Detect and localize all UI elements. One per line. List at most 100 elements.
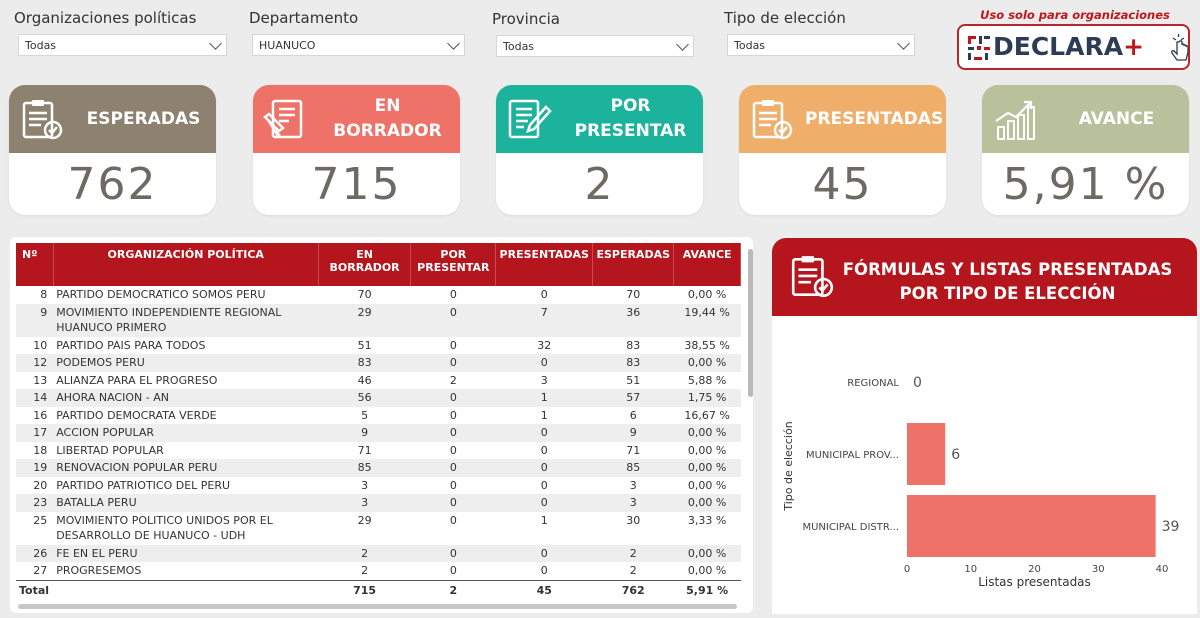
table-row[interactable]: 9 MOVIMIENTO INDEPENDIENTE REGIONAL HUANU… bbox=[16, 303, 741, 337]
row-presentadas: 0 bbox=[540, 478, 548, 492]
row-number: 14 bbox=[16, 389, 54, 407]
provincia-dropdown[interactable]: Todas bbox=[496, 35, 694, 57]
col-header-presentadas[interactable]: PRESENTADAS bbox=[495, 243, 594, 286]
row-presentadas: 0 bbox=[540, 564, 548, 577]
row-en-borrador: 83 bbox=[318, 354, 411, 372]
total-borrador: 715 bbox=[318, 579, 411, 601]
chart-header: FÓRMULAS Y LISTAS PRESENTADAS POR TIPO D… bbox=[772, 238, 1197, 316]
row-por-presentar: 0 bbox=[449, 513, 457, 527]
kpi-card-avance: AVANCE 5,91 % bbox=[982, 85, 1189, 215]
table-row[interactable]: 8 PARTIDO DEMOCRATICO SOMOS PERU 70 0 0 70 0,0… bbox=[16, 286, 741, 304]
row-por-presentar: 0 bbox=[410, 354, 496, 372]
y-tick-label: MUNICIPAL DISTR... bbox=[802, 522, 899, 533]
declara-button[interactable]: DECLARA+ bbox=[957, 24, 1190, 70]
row-organization: AHORA NACION - AN bbox=[53, 389, 319, 407]
kpi-header: POR PRESENTAR bbox=[496, 85, 703, 153]
row-presentadas: 0 bbox=[540, 288, 548, 301]
row-number: 19 bbox=[16, 459, 54, 477]
row-avance: 0,00 % bbox=[673, 459, 741, 477]
row-en-borrador: 2 bbox=[318, 544, 411, 562]
total-por-presentar: 2 bbox=[410, 579, 496, 601]
row-presentadas: 0 bbox=[495, 354, 593, 372]
kpi-value: 715 bbox=[311, 158, 402, 210]
tipo-eleccion-dropdown[interactable]: Todas bbox=[727, 34, 915, 56]
row-avance: 38,55 % bbox=[684, 338, 730, 352]
row-presentadas: 1 bbox=[540, 408, 548, 422]
row-avance: 0,00 % bbox=[673, 544, 741, 562]
row-number: 25 bbox=[33, 513, 48, 527]
row-organization: PODEMOS PERU bbox=[53, 354, 319, 372]
x-tick-label: 20 bbox=[1028, 564, 1041, 575]
kpi-card-esperadas: ESPERADAS 762 bbox=[9, 85, 216, 215]
row-esperadas: 9 bbox=[592, 424, 674, 442]
col-header-por-presentar[interactable]: POR PRESENTAR bbox=[410, 243, 497, 286]
row-esperadas: 3 bbox=[592, 494, 674, 512]
row-esperadas: 83 bbox=[592, 354, 674, 372]
col-header-avance[interactable]: AVANCE bbox=[673, 243, 741, 286]
row-avance: 0,00 % bbox=[673, 424, 741, 442]
row-avance: 19,44 % bbox=[673, 303, 741, 337]
data-label: 39 bbox=[1162, 519, 1180, 535]
row-por-presentar: 0 bbox=[449, 338, 457, 352]
row-organization: PARTIDO DEMOCRATICO SOMOS PERU bbox=[56, 288, 266, 301]
table-row[interactable]: 17 ACCION POPULAR 9 0 0 9 0,00 % bbox=[16, 424, 741, 442]
table-row[interactable]: 13 ALIANZA PARA EL PROGRESO 46 2 3 51 5,88 % bbox=[16, 372, 741, 390]
table-row[interactable]: 20 PARTIDO PATRIOTICO DEL PERU 3 0 0 3 0,00 % bbox=[16, 477, 741, 495]
table-row[interactable]: 27 PROGRESEMOS 2 0 0 2 0,00 % bbox=[16, 562, 741, 580]
brand-plus: + bbox=[1123, 32, 1145, 61]
total-avance: 5,91 % bbox=[673, 579, 741, 601]
row-avance: 0,00 % bbox=[687, 443, 727, 457]
kpi-title: ESPERADAS bbox=[86, 108, 201, 129]
row-esperadas: 6 bbox=[629, 408, 637, 422]
row-organization: ALIANZA PARA EL PROGRESO bbox=[56, 373, 218, 387]
row-organization: FE EN EL PERU bbox=[53, 544, 319, 562]
row-number: 17 bbox=[16, 424, 54, 442]
horizontal-scrollbar[interactable] bbox=[18, 604, 737, 609]
table-row[interactable]: 19 RENOVACION POPULAR PERU 85 0 0 85 0,00 % bbox=[16, 459, 741, 477]
table-row[interactable]: 26 FE EN EL PERU 2 0 0 2 0,00 % bbox=[16, 544, 741, 562]
col-header-esperadas[interactable]: ESPERADAS bbox=[592, 243, 675, 286]
row-en-borrador: 85 bbox=[318, 459, 411, 477]
row-number: 27 bbox=[33, 564, 48, 577]
row-por-presentar: 0 bbox=[410, 459, 496, 477]
table-row[interactable]: 16 PARTIDO DEMOCRATA VERDE 5 0 1 6 16,67 % bbox=[16, 407, 741, 425]
dropdown-value: Todas bbox=[503, 40, 535, 53]
chevron-down-icon bbox=[897, 37, 910, 50]
row-esperadas: 36 bbox=[592, 303, 674, 337]
table-row[interactable]: 10 PARTIDO PAIS PARA TODOS 51 0 32 83 38,55 % bbox=[16, 337, 741, 355]
kpi-card-borrador: EN BORRADOR 715 bbox=[253, 85, 460, 215]
declara-logo-icon bbox=[968, 36, 990, 60]
filter-label: Organizaciones políticas bbox=[14, 9, 197, 27]
chevron-down-icon bbox=[447, 37, 460, 50]
row-por-presentar: 0 bbox=[410, 303, 496, 337]
row-en-borrador: 51 bbox=[357, 338, 372, 352]
row-organization: PARTIDO PAIS PARA TODOS bbox=[56, 338, 206, 352]
scrollbar-thumb[interactable] bbox=[748, 249, 753, 397]
kpi-title: AVANCE bbox=[1078, 108, 1155, 129]
row-en-borrador: 5 bbox=[361, 408, 369, 422]
x-tick-label: 10 bbox=[964, 564, 977, 575]
organizaciones-dropdown[interactable]: Todas bbox=[18, 34, 227, 56]
vertical-scrollbar[interactable] bbox=[747, 245, 753, 597]
table-row[interactable]: 14 AHORA NACION - AN 56 0 1 57 1,75 % bbox=[16, 389, 741, 407]
data-label: 6 bbox=[951, 447, 960, 463]
departamento-dropdown[interactable]: HUANUCO bbox=[252, 34, 465, 56]
y-tick-label: MUNICIPAL PROV... bbox=[806, 450, 899, 461]
row-por-presentar: 0 bbox=[410, 494, 496, 512]
row-avance: 1,75 % bbox=[673, 389, 741, 407]
row-en-borrador: 9 bbox=[318, 424, 411, 442]
table-row[interactable]: 12 PODEMOS PERU 83 0 0 83 0,00 % bbox=[16, 354, 741, 372]
col-header-organizacion[interactable]: ORGANIZACIÓN POLÍTICA bbox=[53, 243, 319, 286]
row-esperadas: 30 bbox=[626, 513, 641, 527]
table-row[interactable]: 18 LIBERTAD POPULAR 71 0 0 71 0,00 % bbox=[16, 442, 741, 460]
table-row[interactable]: 23 BATALLA PERU 3 0 0 3 0,00 % bbox=[16, 494, 741, 512]
table-row[interactable]: 25 MOVIMIENTO POLITICO UNIDOS POR EL DESA… bbox=[16, 512, 741, 545]
col-header-numero[interactable]: Nº bbox=[16, 243, 54, 286]
row-organization: PARTIDO DEMOCRATA VERDE bbox=[56, 408, 217, 422]
x-axis-label: Listas presentadas bbox=[978, 575, 1091, 589]
row-en-borrador: 3 bbox=[318, 494, 411, 512]
row-esperadas: 51 bbox=[626, 373, 641, 387]
row-por-presentar: 0 bbox=[449, 564, 457, 577]
col-header-en-borrador[interactable]: EN BORRADOR bbox=[318, 243, 412, 286]
y-axis-label: Tipo de elección bbox=[782, 421, 795, 511]
